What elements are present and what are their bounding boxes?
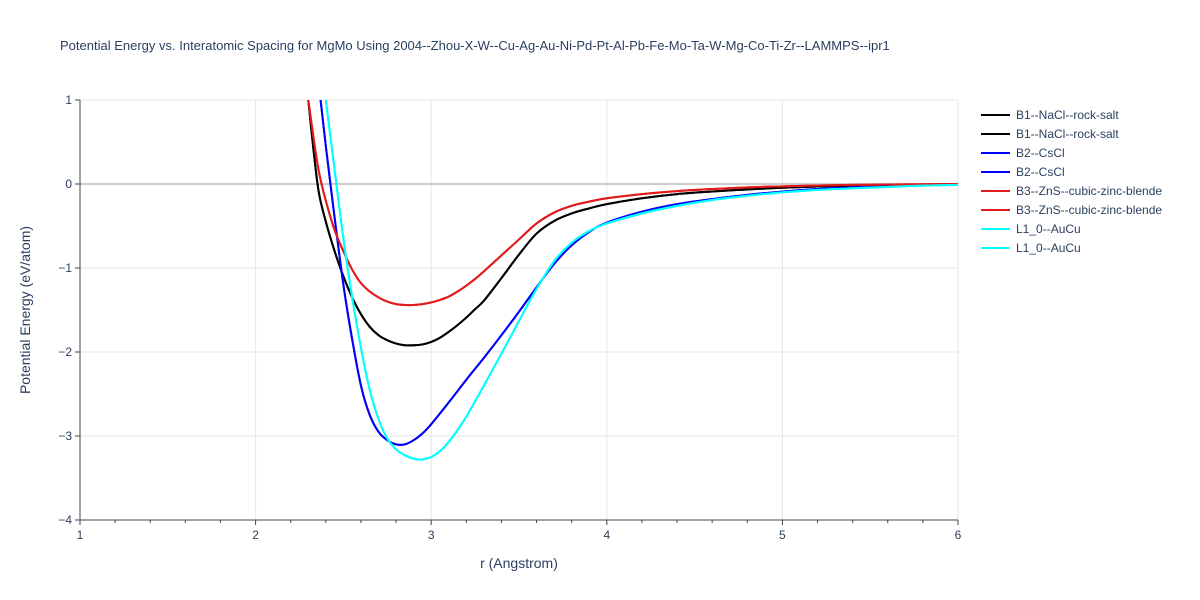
- legend-item[interactable]: L1_0--AuCu: [981, 241, 1081, 255]
- legend-label: B1--NaCl--rock-salt: [1016, 108, 1119, 122]
- y-axis-label: Potential Energy (eV/atom): [17, 226, 33, 394]
- legend-item[interactable]: B1--NaCl--rock-salt: [981, 108, 1119, 122]
- legend-item[interactable]: L1_0--AuCu: [981, 222, 1081, 236]
- y-tick-label: 0: [65, 177, 72, 191]
- legend-label: L1_0--AuCu: [1016, 222, 1081, 236]
- y-tick-label: −3: [58, 429, 72, 443]
- legend-item[interactable]: B2--CsCl: [981, 165, 1065, 179]
- y-tick-label: −2: [58, 345, 72, 359]
- x-tick-label: 1: [77, 528, 84, 542]
- x-tick-label: 3: [428, 528, 435, 542]
- y-tick-label: 1: [65, 93, 72, 107]
- x-tick-label: 2: [252, 528, 259, 542]
- series-line-1: [307, 100, 958, 347]
- x-tick-label: 4: [603, 528, 610, 542]
- legend-label: B3--ZnS--cubic-zinc-blende: [1016, 184, 1162, 198]
- legend[interactable]: B1--NaCl--rock-salt B1--NaCl--rock-salt B2…: [981, 108, 1162, 255]
- axes: 1 2 3 4 5 6 1 0 −1 −2 −3 −4: [58, 93, 961, 542]
- legend-item[interactable]: B1--NaCl--rock-salt: [981, 127, 1119, 141]
- y-tick-label: −1: [58, 261, 72, 275]
- series-group: [307, 100, 958, 461]
- legend-label: B2--CsCl: [1016, 165, 1065, 179]
- series-line-5: [307, 100, 958, 307]
- x-tick-label: 5: [779, 528, 786, 542]
- legend-label: B1--NaCl--rock-salt: [1016, 127, 1119, 141]
- legend-label: L1_0--AuCu: [1016, 241, 1081, 255]
- y-tick-label: −4: [58, 513, 72, 527]
- series-line-7: [324, 100, 958, 461]
- grid: [80, 99, 959, 520]
- legend-item[interactable]: B3--ZnS--cubic-zinc-blende: [981, 184, 1162, 198]
- legend-item[interactable]: B2--CsCl: [981, 146, 1065, 160]
- legend-item[interactable]: B3--ZnS--cubic-zinc-blende: [981, 203, 1162, 217]
- x-axis-label: r (Angstrom): [480, 555, 558, 571]
- x-tick-label: 6: [955, 528, 962, 542]
- legend-label: B3--ZnS--cubic-zinc-blende: [1016, 203, 1162, 217]
- chart-title: Potential Energy vs. Interatomic Spacing…: [60, 38, 890, 53]
- legend-label: B2--CsCl: [1016, 146, 1065, 160]
